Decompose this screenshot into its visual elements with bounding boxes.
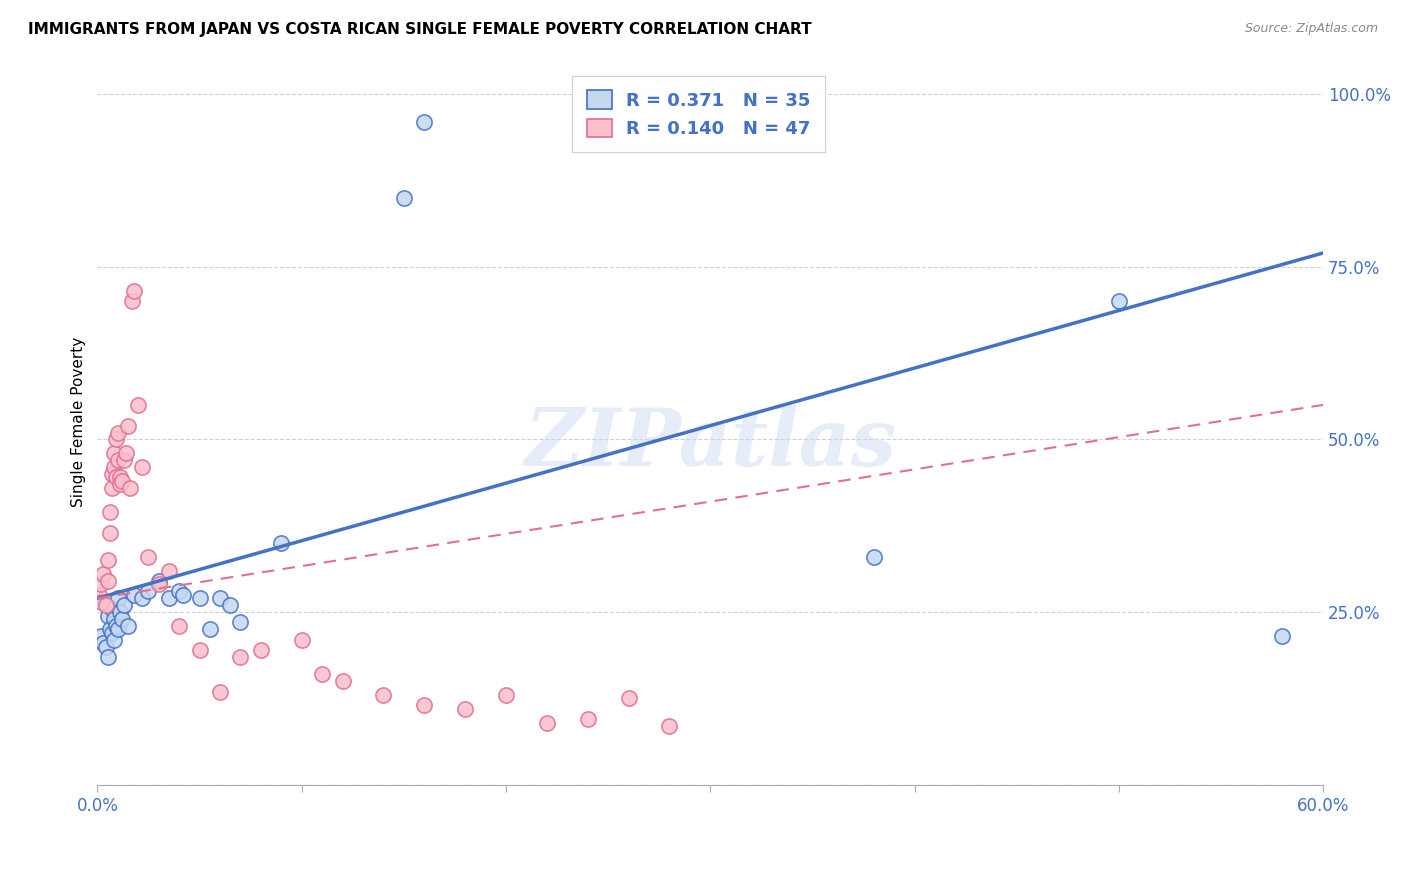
Point: [97, 650, 120, 665]
Point: [90, 595, 112, 609]
Point: [127, 398, 149, 412]
Point: [103, 612, 125, 626]
Point: [270, 536, 292, 550]
Legend: R = 0.371   N = 35, R = 0.140   N = 47: R = 0.371 N = 35, R = 0.140 N = 47: [572, 76, 825, 153]
Point: [97, 553, 120, 567]
Point: [229, 650, 252, 665]
Point: [157, 564, 180, 578]
Point: [1271, 629, 1294, 643]
Point: [117, 418, 139, 433]
Point: [103, 460, 125, 475]
Text: Source: ZipAtlas.com: Source: ZipAtlas.com: [1244, 22, 1378, 36]
Point: [103, 446, 125, 460]
Point: [93, 636, 115, 650]
Point: [198, 623, 221, 637]
Point: [291, 632, 314, 647]
Point: [332, 674, 354, 689]
Point: [862, 549, 884, 564]
Point: [107, 591, 129, 606]
Point: [122, 284, 145, 298]
Point: [107, 453, 129, 467]
Text: IMMIGRANTS FROM JAPAN VS COSTA RICAN SINGLE FEMALE POVERTY CORRELATION CHART: IMMIGRANTS FROM JAPAN VS COSTA RICAN SIN…: [28, 22, 811, 37]
Point: [122, 588, 145, 602]
Point: [98, 525, 121, 540]
Point: [108, 477, 131, 491]
Point: [167, 619, 190, 633]
Point: [100, 601, 122, 615]
Point: [208, 591, 231, 606]
Point: [121, 294, 143, 309]
Point: [112, 453, 135, 467]
Point: [117, 619, 139, 633]
Point: [98, 623, 121, 637]
Point: [115, 446, 138, 460]
Point: [249, 643, 271, 657]
Point: [94, 598, 117, 612]
Point: [229, 615, 252, 630]
Point: [413, 698, 436, 713]
Point: [138, 549, 160, 564]
Point: [111, 612, 134, 626]
Point: [536, 715, 558, 730]
Point: [617, 691, 640, 706]
Point: [90, 577, 112, 591]
Point: [89, 588, 111, 602]
Point: [97, 608, 120, 623]
Point: [100, 625, 122, 640]
Point: [1108, 294, 1130, 309]
Point: [104, 619, 127, 633]
Point: [188, 643, 211, 657]
Point: [100, 467, 122, 481]
Text: ZIPatlas: ZIPatlas: [524, 405, 896, 483]
Point: [148, 574, 170, 588]
Point: [392, 191, 415, 205]
Point: [90, 629, 112, 643]
Point: [167, 584, 190, 599]
Point: [658, 719, 681, 733]
Y-axis label: Single Female Poverty: Single Female Poverty: [72, 337, 86, 508]
Point: [104, 433, 127, 447]
Point: [311, 667, 333, 681]
Point: [148, 577, 170, 591]
Point: [495, 688, 517, 702]
Point: [111, 474, 134, 488]
Point: [107, 425, 129, 440]
Point: [103, 632, 125, 647]
Point: [131, 591, 153, 606]
Point: [454, 702, 477, 716]
Point: [219, 598, 242, 612]
Point: [373, 688, 395, 702]
Point: [108, 605, 131, 619]
Point: [100, 481, 122, 495]
Point: [98, 505, 121, 519]
Point: [131, 460, 153, 475]
Point: [112, 598, 135, 612]
Point: [93, 567, 115, 582]
Point: [188, 591, 211, 606]
Point: [138, 584, 160, 599]
Point: [107, 623, 129, 637]
Point: [157, 591, 180, 606]
Point: [104, 470, 127, 484]
Point: [97, 574, 120, 588]
Point: [208, 684, 231, 698]
Point: [413, 114, 436, 128]
Point: [576, 712, 599, 726]
Point: [172, 588, 194, 602]
Point: [108, 470, 131, 484]
Point: [118, 481, 141, 495]
Point: [94, 640, 117, 654]
